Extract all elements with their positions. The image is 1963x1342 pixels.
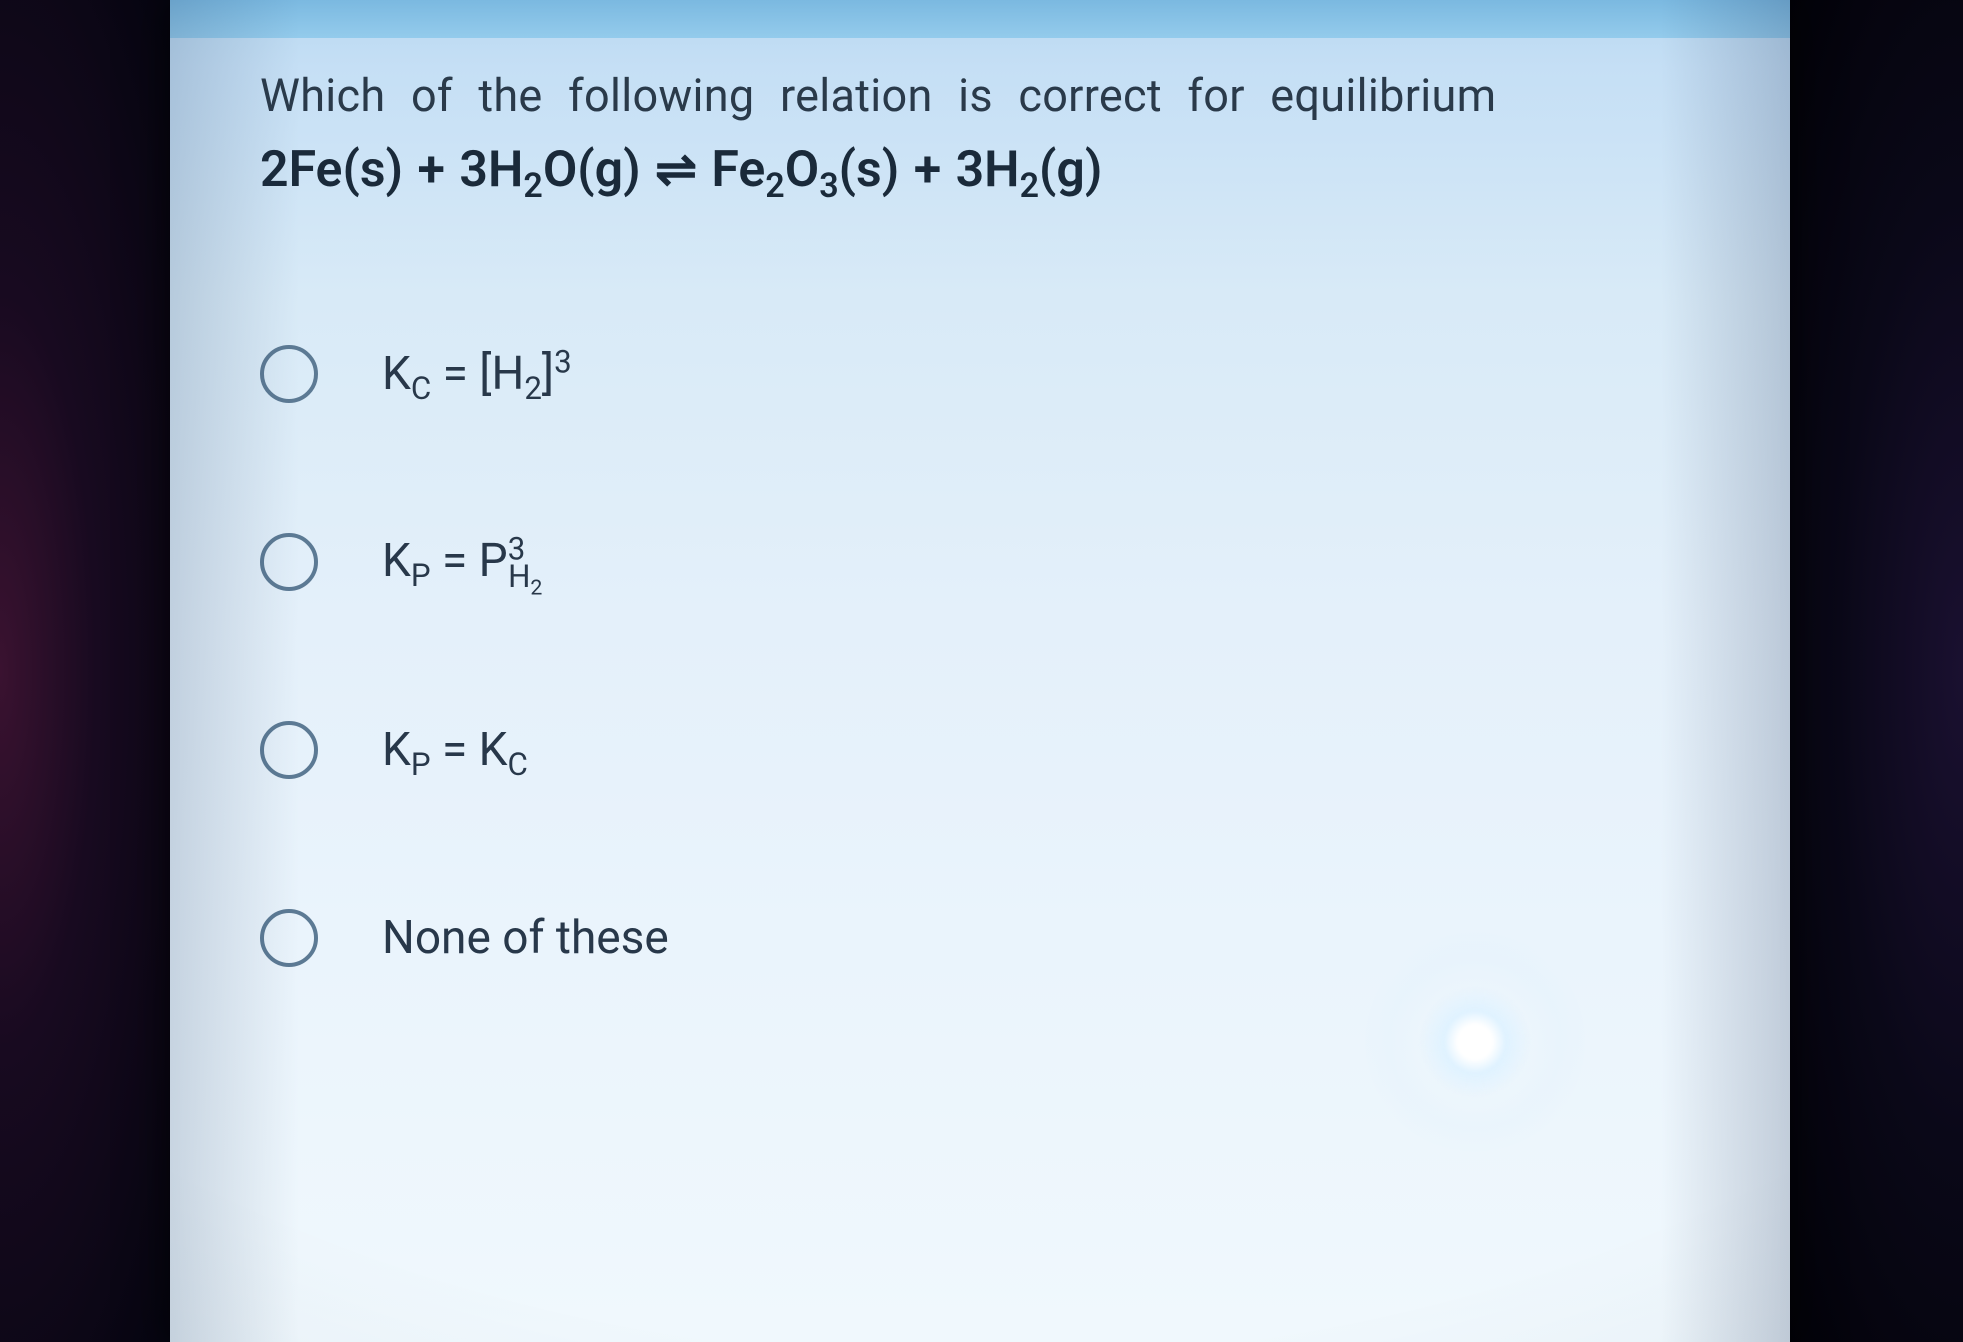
app-header-bar: [170, 0, 1790, 38]
option-c[interactable]: KP = KC: [260, 721, 1700, 779]
radio-icon[interactable]: [260, 721, 318, 779]
radio-icon[interactable]: [260, 909, 318, 967]
option-c-label: KP = KC: [382, 725, 528, 776]
question-prompt: Which of the following relation is corre…: [260, 60, 1700, 131]
left-bezel-glow: [0, 0, 170, 1342]
question-prompt-line-1: Which of the following relation is corre…: [260, 69, 1245, 122]
right-bezel-glow: [1788, 0, 1963, 1342]
option-b[interactable]: KP = P3H2: [260, 533, 1700, 591]
option-d[interactable]: None of these: [260, 909, 1700, 967]
radio-icon[interactable]: [260, 533, 318, 591]
option-d-label: None of these: [382, 913, 669, 964]
option-a-label: KC = [H2]3: [382, 349, 572, 400]
lens-flare: [1420, 987, 1530, 1097]
options-list: KC = [H2]3 KP = P3H2 KP = KC None of the…: [260, 345, 1700, 967]
phone-screen: Which of the following relation is corre…: [170, 0, 1790, 1342]
question-area: Which of the following relation is corre…: [260, 60, 1700, 967]
option-b-label: KP = P3H2: [382, 536, 542, 587]
option-a[interactable]: KC = [H2]3: [260, 345, 1700, 403]
radio-icon[interactable]: [260, 345, 318, 403]
question-prompt-line-2: equilibrium: [1270, 69, 1496, 122]
question-equation: 2Fe(s) + 3H2O(g) ⇌ Fe2O3(s) + 3H2(g): [260, 135, 1700, 205]
